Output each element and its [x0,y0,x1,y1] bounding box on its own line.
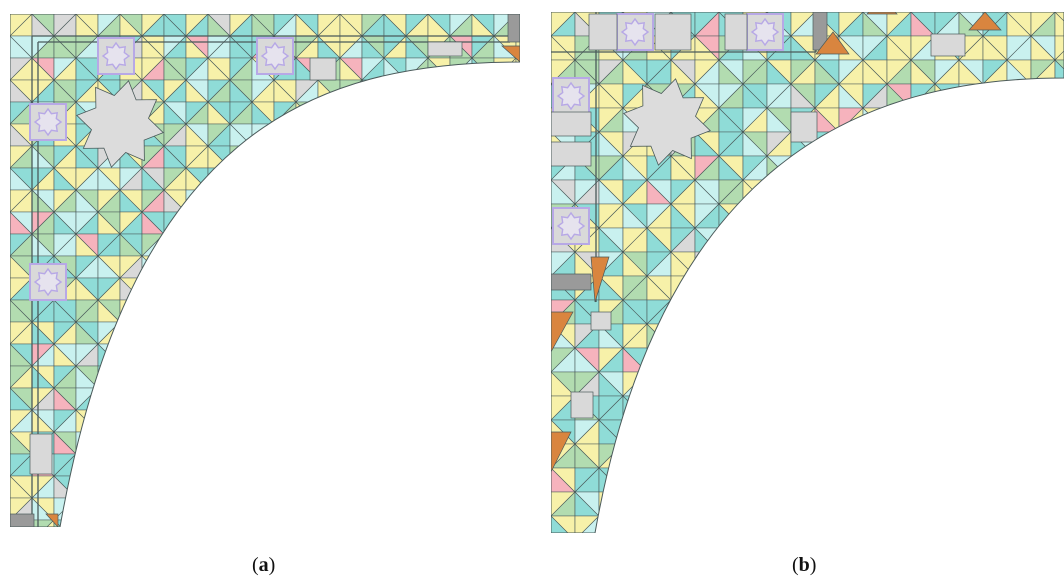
caption-b: (b) [792,554,817,576]
caption-a: (a) [252,554,276,576]
panel-b-tiling [551,12,1064,533]
tiling-pattern-a [10,14,520,527]
tiling-pattern-b [551,12,1064,533]
panel-a-tiling [10,14,520,527]
